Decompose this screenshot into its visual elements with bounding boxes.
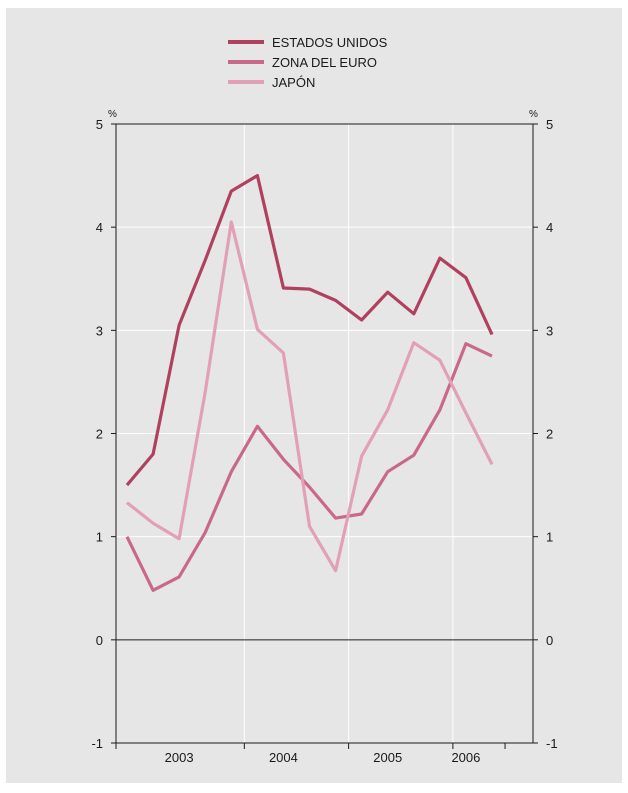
x-tick-label: 2004 — [269, 750, 298, 765]
y-tick-label-left: 2 — [96, 427, 103, 442]
series-line-2 — [125, 342, 493, 592]
y-axis-right: -1 0 1 2 3 4 5% — [529, 109, 558, 751]
y-tick-label-right: 0 — [546, 633, 553, 648]
y-tick-label-right: 3 — [546, 323, 553, 338]
y-tick-label-left: 4 — [96, 220, 103, 235]
y-tick-label-right: -1 — [546, 736, 558, 751]
x-tick-label: 2006 — [451, 750, 480, 765]
legend-label: JAPÓN — [272, 75, 315, 90]
series-lines — [125, 174, 494, 592]
x-tick-label: 2005 — [373, 750, 402, 765]
y-tick-label-right: 4 — [546, 220, 553, 235]
y-tick-label-left: 5 — [96, 117, 103, 132]
x-axis: 2003 2004 2005 2006 — [115, 743, 506, 765]
legend-label: ZONA DEL EURO — [272, 55, 377, 70]
y-axis-left: -1 0 1 2 3 4 5% — [91, 109, 117, 751]
y-tick-label-left: 1 — [96, 530, 103, 545]
y-tick-label-left: 0 — [96, 633, 103, 648]
y-tick-label-left: -1 — [91, 736, 103, 751]
y-tick-label-right: 1 — [546, 530, 553, 545]
series-line-3 — [126, 220, 494, 573]
y-tick-label-right: 5 — [546, 117, 553, 132]
legend-label: ESTADOS UNIDOS — [272, 35, 388, 50]
x-tick-label: 2003 — [165, 750, 194, 765]
series-line-1 — [125, 174, 494, 487]
y-unit-left: % — [108, 109, 117, 120]
y-tick-label-right: 2 — [546, 427, 553, 442]
y-unit-right: % — [529, 109, 538, 120]
legend: ESTADOS UNIDOS ZONA DEL EURO JAPÓN — [228, 35, 388, 90]
y-tick-label-left: 3 — [96, 323, 103, 338]
